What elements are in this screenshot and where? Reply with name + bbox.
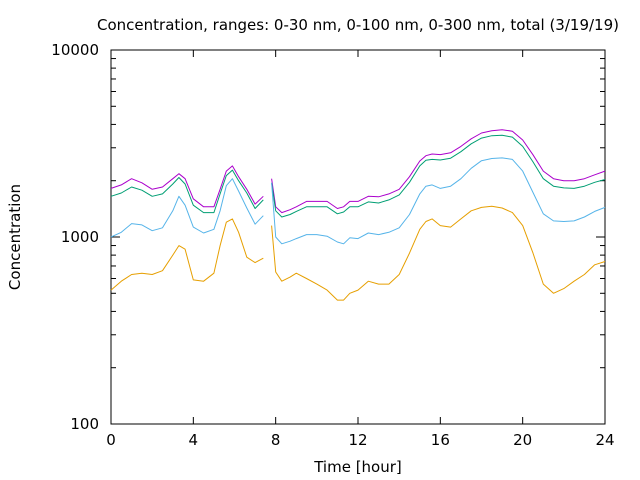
plot-frame <box>110 49 606 425</box>
series-line-2 <box>110 134 606 218</box>
chart-title: Concentration, ranges: 0-30 nm, 0-100 nm… <box>97 16 619 34</box>
y-tick-label: 10000 <box>51 41 99 59</box>
x-axis-label: Time [hour] <box>313 458 402 476</box>
series-layer <box>110 129 606 301</box>
x-tick-label: 12 <box>348 431 367 449</box>
x-tick-label: 16 <box>431 431 450 449</box>
x-tick-label: 24 <box>595 431 614 449</box>
x-tick-label: 0 <box>106 431 116 449</box>
series-line-4 <box>110 205 606 301</box>
x-tick-label: 8 <box>271 431 281 449</box>
series-line-3 <box>110 157 606 245</box>
x-tick-label: 4 <box>189 431 199 449</box>
axis-ticks: 0 4 8 12 16 20 24 100 1000 10000 <box>51 41 614 449</box>
x-tick-label: 20 <box>513 431 532 449</box>
y-axis-label: Concentration <box>6 184 24 290</box>
y-tick-label: 1000 <box>61 228 99 246</box>
series-line-1 <box>110 129 606 214</box>
y-tick-label: 100 <box>70 415 99 433</box>
